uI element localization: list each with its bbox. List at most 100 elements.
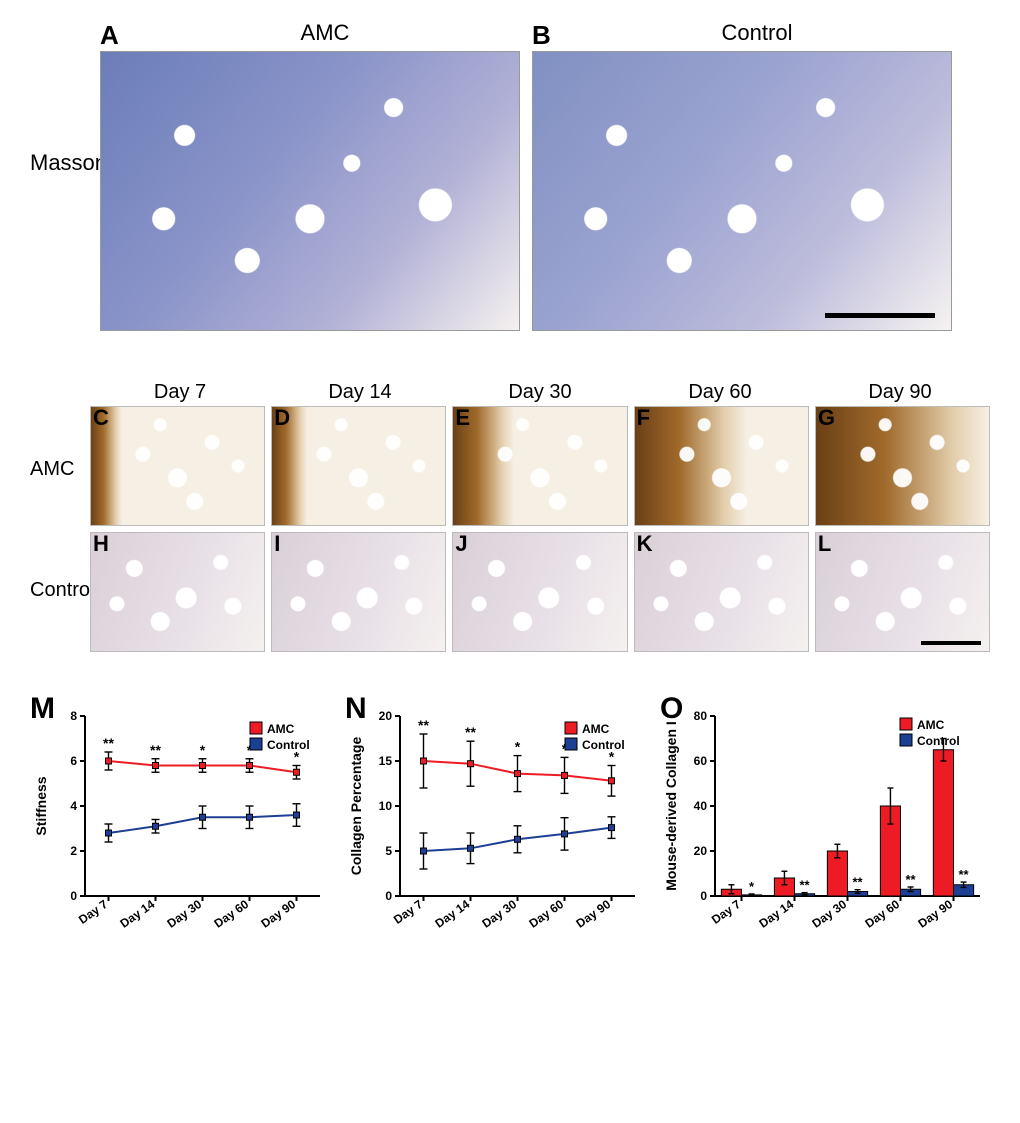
panel-A-letter: A	[100, 20, 122, 51]
svg-text:0: 0	[700, 889, 707, 903]
svg-text:Day 14: Day 14	[117, 897, 157, 931]
svg-text:4: 4	[70, 799, 77, 813]
svg-text:Day 7: Day 7	[391, 897, 426, 927]
ihc-row-labels: AMC Control	[30, 381, 90, 651]
svg-text:**: **	[418, 717, 429, 733]
chart-M-block: M 02468Day 7Day 14Day 30Day 60Day 90Stif…	[30, 698, 330, 948]
svg-text:80: 80	[694, 709, 708, 723]
ihc-cell-control: K	[634, 532, 809, 652]
panel-letter: J	[455, 532, 467, 557]
ihc-day-header: Day 7	[90, 381, 270, 404]
svg-text:AMC: AMC	[267, 722, 295, 736]
ihc-day-header: Day 14	[270, 381, 450, 404]
panel-B-wrap: B Control	[532, 20, 952, 331]
masson-stain-label: Masson	[30, 150, 100, 176]
charts-row: M 02468Day 7Day 14Day 30Day 60Day 90Stif…	[30, 698, 990, 948]
ihc-row-amc-cells: C D E F G	[90, 406, 990, 526]
panel-letter: C	[93, 406, 109, 431]
chart-N-block: N 05101520Day 7Day 14Day 30Day 60Day 90C…	[345, 698, 645, 948]
svg-text:Day 90: Day 90	[573, 897, 613, 931]
svg-text:40: 40	[694, 799, 708, 813]
panel-letter: K	[637, 532, 653, 557]
ihc-day-headers: Day 7Day 14Day 30Day 60Day 90	[90, 381, 990, 406]
svg-text:60: 60	[694, 754, 708, 768]
chart-N: 05101520Day 7Day 14Day 30Day 60Day 90Col…	[345, 698, 645, 948]
svg-text:Stiffness: Stiffness	[33, 776, 49, 835]
ihc-cell-amc: E	[452, 406, 627, 526]
panel-A-heading: AMC	[130, 20, 520, 46]
svg-text:Day 14: Day 14	[432, 897, 472, 931]
svg-text:Control: Control	[582, 738, 625, 752]
svg-text:**: **	[465, 724, 476, 740]
ihc-cell-amc: D	[271, 406, 446, 526]
ihc-cell-control: J	[452, 532, 627, 652]
ihc-row-control-cells: H I J K L	[90, 532, 990, 652]
ihc-day-header: Day 90	[810, 381, 990, 404]
svg-text:Control: Control	[267, 738, 310, 752]
svg-text:**: **	[906, 872, 917, 887]
panel-letter: F	[637, 406, 650, 431]
panel-letter: G	[818, 406, 835, 431]
panel-A-image	[100, 51, 520, 331]
panel-B-letter: B	[532, 20, 554, 51]
ihc-day-header: Day 30	[450, 381, 630, 404]
svg-text:**: **	[959, 867, 970, 882]
svg-text:Day 60: Day 60	[526, 897, 566, 931]
svg-text:AMC: AMC	[917, 718, 945, 732]
ihc-cell-amc: F	[634, 406, 809, 526]
panel-letter: E	[455, 406, 470, 431]
panel-letter: L	[818, 532, 831, 557]
svg-text:20: 20	[379, 709, 393, 723]
ihc-cell-control: L	[815, 532, 990, 652]
svg-text:Day 60: Day 60	[211, 897, 251, 931]
ihc-section: AMC Control Day 7Day 14Day 30Day 60Day 9…	[30, 381, 990, 658]
svg-text:*: *	[749, 879, 755, 894]
svg-text:8: 8	[70, 709, 77, 723]
chart-O-block: O 020406080Day 7Day 14Day 30Day 60Day 90…	[660, 698, 990, 948]
svg-text:Day 90: Day 90	[915, 897, 955, 931]
ihc-cell-control: H	[90, 532, 265, 652]
ihc-day-header: Day 60	[630, 381, 810, 404]
chart-N-letter: N	[345, 692, 367, 726]
svg-text:2: 2	[70, 844, 77, 858]
scale-bar-small	[921, 641, 981, 645]
svg-text:0: 0	[385, 889, 392, 903]
svg-text:Day 7: Day 7	[76, 897, 111, 927]
masson-panels: A AMC B Control	[100, 20, 952, 331]
svg-text:**: **	[800, 878, 811, 893]
svg-text:Day 30: Day 30	[164, 897, 204, 931]
svg-text:Day 14: Day 14	[756, 897, 796, 931]
svg-text:5: 5	[385, 844, 392, 858]
ihc-cell-control: I	[271, 532, 446, 652]
chart-M: 0 2 4 6 8 Day 7Day 14Day 30Day 60Day 90 Stiffn…	[30, 698, 330, 948]
svg-text:Collagen Percentage: Collagen Percentage	[348, 737, 364, 876]
svg-text:*: *	[515, 739, 521, 755]
svg-text:6: 6	[70, 754, 77, 768]
svg-text:Day 60: Day 60	[862, 897, 902, 931]
svg-text:**: **	[103, 735, 114, 751]
svg-text:0: 0	[70, 889, 77, 903]
svg-text:Day 7: Day 7	[709, 897, 744, 927]
ihc-cell-amc: C	[90, 406, 265, 526]
svg-text:10: 10	[379, 799, 393, 813]
chart-O-letter: O	[660, 692, 683, 726]
scale-bar-top	[825, 313, 935, 318]
panel-letter: I	[274, 532, 280, 557]
panel-B-heading: Control	[562, 20, 952, 46]
svg-text:Control: Control	[917, 734, 960, 748]
ihc-grid: Day 7Day 14Day 30Day 60Day 90 C D E F G H I J K…	[90, 381, 990, 658]
ihc-cell-amc: G	[815, 406, 990, 526]
svg-text:**: **	[853, 875, 864, 890]
svg-text:20: 20	[694, 844, 708, 858]
panel-letter: D	[274, 406, 290, 431]
svg-text:Day 90: Day 90	[258, 897, 298, 931]
svg-text:AMC: AMC	[582, 722, 610, 736]
svg-text:Day 30: Day 30	[809, 897, 849, 931]
panel-letter: H	[93, 532, 109, 557]
chart-M-letter: M	[30, 692, 55, 726]
svg-text:**: **	[150, 742, 161, 758]
svg-text:Mouse-derived Collagen I: Mouse-derived Collagen I	[663, 721, 679, 891]
ihc-row-amc: AMC	[30, 458, 90, 481]
panel-B-image	[532, 51, 952, 331]
svg-text:15: 15	[379, 754, 393, 768]
